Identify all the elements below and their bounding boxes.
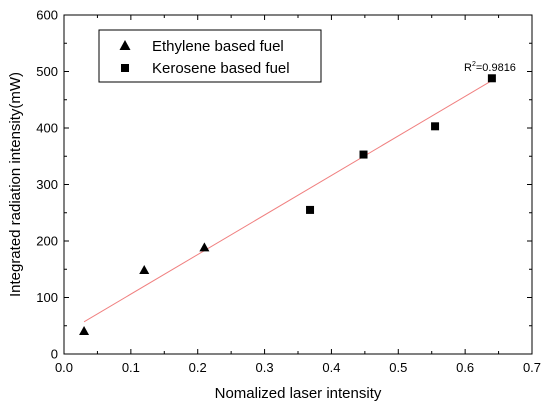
y-tick-label: 600: [36, 8, 58, 23]
y-tick-label: 400: [36, 121, 58, 136]
y-axis-ticks: 0 100 200 300 400 500 600: [36, 8, 532, 362]
fit-line-layer: [83, 80, 493, 323]
x-tick-label: 0.0: [55, 360, 73, 375]
data-point-ethylene: [199, 242, 210, 252]
y-tick-label: 0: [51, 347, 58, 362]
r2-base: R: [464, 62, 472, 74]
x-tick-label: 0.6: [456, 360, 474, 375]
y-axis-label: Integrated radiation intensity(mW): [7, 72, 24, 297]
data-point-ethylene: [79, 326, 90, 335]
x-tick-label: 0.3: [256, 360, 274, 375]
y-tick-label: 100: [36, 290, 58, 305]
linear-fit-line: [83, 80, 493, 323]
legend-label-kerosene: Kerosene based fuel: [152, 60, 290, 77]
data-points-layer: [79, 74, 496, 335]
x-tick-label: 0.4: [322, 360, 340, 375]
legend-label-ethylene: Ethylene based fuel: [152, 38, 284, 55]
data-point-kerosene: [431, 122, 440, 131]
x-axis-ticks: 0.0 0.1 0.2 0.3 0.4 0.5 0.6 0.7: [55, 15, 541, 375]
x-tick-label: 0.2: [189, 360, 207, 375]
data-point-kerosene: [359, 150, 368, 159]
data-point-kerosene: [306, 205, 315, 214]
y-tick-label: 200: [36, 234, 58, 249]
r-squared-annotation: R2=0.9816: [464, 61, 516, 74]
r2-superscript: 2: [472, 61, 476, 68]
legend-box: [98, 29, 322, 83]
x-tick-label: 0.5: [389, 360, 407, 375]
x-tick-label: 0.7: [523, 360, 541, 375]
data-point-ethylene: [139, 264, 150, 274]
legend-marker-square: [121, 64, 129, 72]
x-axis-label: Nomalized laser intensity: [215, 385, 382, 402]
data-point-kerosene: [487, 74, 496, 83]
legend-marker-triangle: [119, 40, 131, 50]
y-tick-label: 500: [36, 64, 58, 79]
r2-value: =0.9816: [476, 62, 516, 74]
y-tick-label: 300: [36, 177, 58, 192]
x-tick-label: 0.1: [122, 360, 140, 375]
legend: Ethylene based fuel Kerosene based fuel: [98, 29, 322, 83]
